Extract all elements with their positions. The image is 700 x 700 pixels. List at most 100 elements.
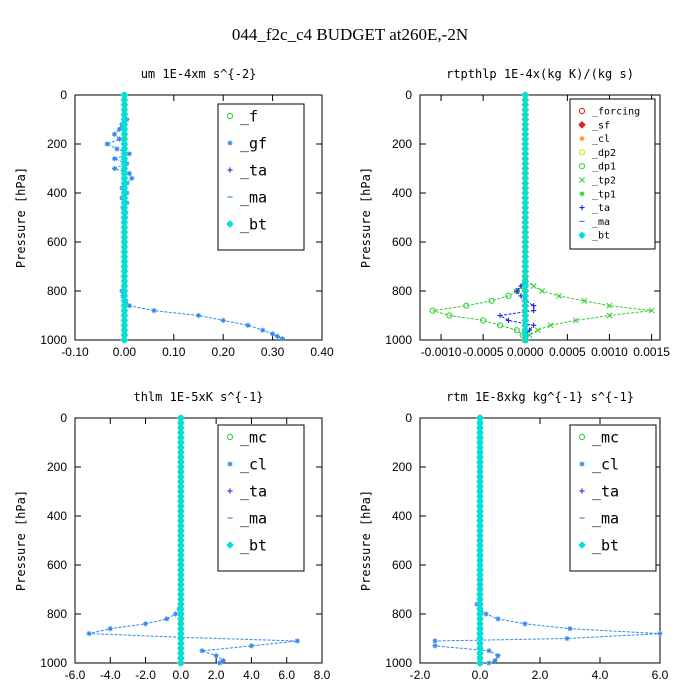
data-point: [274, 333, 281, 339]
legend-label: _forcing: [592, 107, 640, 118]
legend-marker: [579, 177, 585, 183]
series-line: [432, 280, 526, 341]
data-point: [657, 631, 663, 637]
x-tick-label: 0.0: [173, 668, 190, 682]
legend-box: [569, 424, 657, 572]
data-point: [606, 302, 613, 309]
legend-label: _mc: [240, 428, 267, 446]
data-point: [107, 626, 113, 632]
data-point: [86, 631, 92, 637]
legend-marker: [227, 488, 233, 494]
data-point: [220, 317, 226, 323]
x-tick-label: -0.0005: [463, 345, 504, 359]
x-tick-label: 0.00: [113, 345, 137, 359]
data-point: [111, 165, 118, 172]
x-tick-label: 0.20: [212, 345, 236, 359]
legend-marker: [578, 541, 586, 549]
legend-box: [569, 98, 656, 250]
x-tick-label: 6.0: [278, 668, 295, 682]
x-tick-label: 0.30: [261, 345, 285, 359]
data-point: [111, 131, 118, 137]
legend-label: _bt: [240, 536, 267, 554]
data-point: [432, 643, 438, 649]
data-point: [294, 638, 300, 644]
panel-title: rtpthlp 1E-4x(kg K)/(kg s): [446, 67, 634, 81]
figure-title: 044_f2c_c4 BUDGET at260E,-2N: [232, 25, 468, 44]
data-point: [495, 653, 501, 659]
data-point: [581, 297, 588, 304]
legend-marker: [579, 461, 585, 467]
data-point: [526, 332, 533, 339]
series-bt: [120, 91, 129, 344]
data-point: [496, 322, 504, 329]
series-cl: [432, 596, 663, 666]
y-axis-label: Pressure [hPa]: [14, 167, 28, 268]
data-point: [172, 611, 179, 617]
y-axis-label: Pressure [hPa]: [359, 490, 373, 591]
legend-label: _ta: [592, 203, 610, 214]
panels: um 1E-4xm s^{-2} Pressure [hPa] 0 200 400 600…: [14, 67, 670, 682]
data-point: [195, 312, 202, 319]
legend-label: _tp2: [592, 176, 616, 187]
legend-marker: [579, 136, 585, 142]
data-point: [505, 317, 512, 323]
data-point: [111, 156, 118, 162]
data-point: [572, 317, 579, 324]
data-point: [279, 336, 286, 342]
data-point: [432, 638, 438, 644]
legend-marker: [226, 433, 234, 441]
x-tick-label: 6.0: [652, 668, 669, 682]
data-point: [513, 327, 520, 334]
legend-marker: [226, 112, 234, 120]
data-point: [495, 616, 501, 622]
data-point: [245, 322, 251, 328]
legend-marker: [578, 433, 586, 441]
y-tick-label: 600: [392, 558, 412, 572]
x-tick-label: 0.0015: [633, 345, 670, 359]
legend-label: _tp1: [592, 189, 616, 200]
legend-box: [217, 103, 305, 251]
legend-marker: [578, 163, 586, 170]
legend-marker: [226, 541, 234, 549]
series-line: [524, 280, 652, 341]
data-point: [530, 283, 537, 290]
plot-frame: [74, 94, 323, 341]
data-point: [142, 621, 149, 627]
y-tick-label: 0: [405, 411, 412, 425]
y-tick-label: 1000: [40, 656, 67, 670]
x-tick-label: 0.0000: [507, 345, 544, 359]
legend-marker: [579, 488, 585, 494]
x-tick-label: -6.0: [65, 668, 86, 682]
panel-2: rtpthlp 1E-4x(kg K)/(kg s) Pressure [hPa]…: [359, 67, 670, 359]
plot-frame: [74, 417, 323, 664]
data-point: [217, 660, 223, 666]
legend-label: _sf: [592, 120, 610, 131]
data-point: [429, 307, 436, 314]
legend-label: _gf: [240, 134, 267, 152]
data-point: [199, 648, 205, 654]
x-tick-label: 8.0: [314, 668, 331, 682]
x-tick-label: 4.0: [243, 668, 260, 682]
series-line: [434, 599, 661, 664]
data-point: [606, 312, 613, 319]
legend-marker: [227, 167, 233, 173]
x-tick-label: 0.40: [310, 345, 334, 359]
series-bt: [177, 414, 185, 667]
x-tick-label: -2.0: [135, 668, 156, 682]
x-tick-label: 0.0010: [591, 345, 628, 359]
data-point: [126, 151, 132, 157]
legend-marker: [227, 461, 233, 467]
y-tick-label: 1000: [385, 656, 412, 670]
y-tick-label: 200: [392, 460, 412, 474]
y-tick-label: 400: [47, 186, 67, 200]
legend: _f _gf _ta _ma _bt: [217, 103, 305, 251]
legend-label: _ma: [240, 188, 267, 206]
y-tick-label: 600: [47, 235, 67, 249]
legend-marker: [578, 121, 586, 129]
x-tick-label: -4.0: [100, 668, 121, 682]
legend-label: _cl: [240, 455, 267, 473]
y-tick-label: 200: [392, 137, 412, 151]
data-point: [531, 303, 537, 309]
y-tick-label: 200: [47, 460, 67, 474]
data-point: [531, 308, 537, 314]
